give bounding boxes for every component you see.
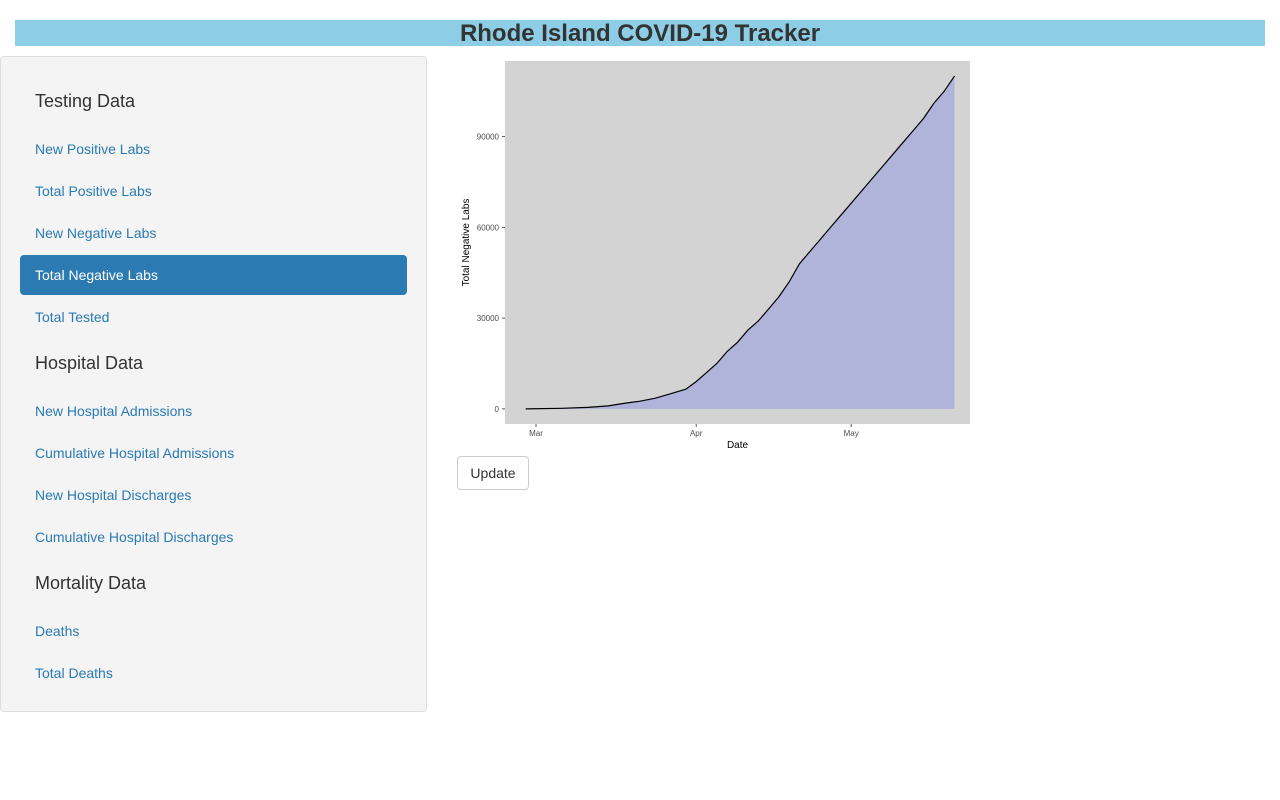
x-tick-label: Apr [690,429,703,438]
x-axis-label: Date [727,440,749,451]
section-heading-hospital: Hospital Data [35,353,144,373]
nav-total-positive-labs[interactable]: Total Positive Labs [35,183,152,199]
nav-new-hospital-discharges[interactable]: New Hospital Discharges [35,487,192,503]
y-tick-label: 0 [495,405,500,414]
x-tick-label: May [844,429,859,438]
plot-output: 0 30000 60000 90000 Mar Apr May Date Total Ne… [455,56,980,451]
x-tick-label: Mar [529,429,543,438]
section-heading-testing: Testing Data [35,91,136,111]
y-tick-label: 30000 [477,314,500,323]
y-axis-label: Total Negative Labs [461,199,472,287]
x-axis: Mar Apr May [529,424,859,438]
nav-deaths[interactable]: Deaths [35,623,80,639]
nav-total-negative-labs[interactable]: Total Negative Labs [20,255,407,295]
update-button[interactable]: Update [457,456,529,490]
nav-new-negative-labs[interactable]: New Negative Labs [35,225,157,241]
y-tick-label: 60000 [477,223,500,232]
page-title: Rhode Island COVID-19 Tracker [459,20,821,47]
nav-total-tested[interactable]: Total Tested [35,309,110,325]
section-heading-mortality: Mortality Data [35,573,147,593]
app-header: Rhode Island COVID-19 Tracker [15,20,1265,47]
area-chart: 0 30000 60000 90000 Mar Apr May Date Total Ne… [461,61,970,451]
sidebar-panel: Testing Data New Positive Labs Total Pos… [0,56,427,712]
nav-cumulative-hospital-admissions[interactable]: Cumulative Hospital Admissions [35,445,235,461]
y-axis: 0 30000 60000 90000 [477,133,505,414]
series-line [525,75,955,410]
y-tick-label: 90000 [477,133,500,142]
nav-new-positive-labs[interactable]: New Positive Labs [35,141,151,157]
nav-cumulative-hospital-discharges[interactable]: Cumulative Hospital Discharges [35,529,234,545]
nav-new-hospital-admissions[interactable]: New Hospital Admissions [35,403,193,419]
nav-total-deaths[interactable]: Total Deaths [35,665,113,681]
area-fill [525,76,955,409]
